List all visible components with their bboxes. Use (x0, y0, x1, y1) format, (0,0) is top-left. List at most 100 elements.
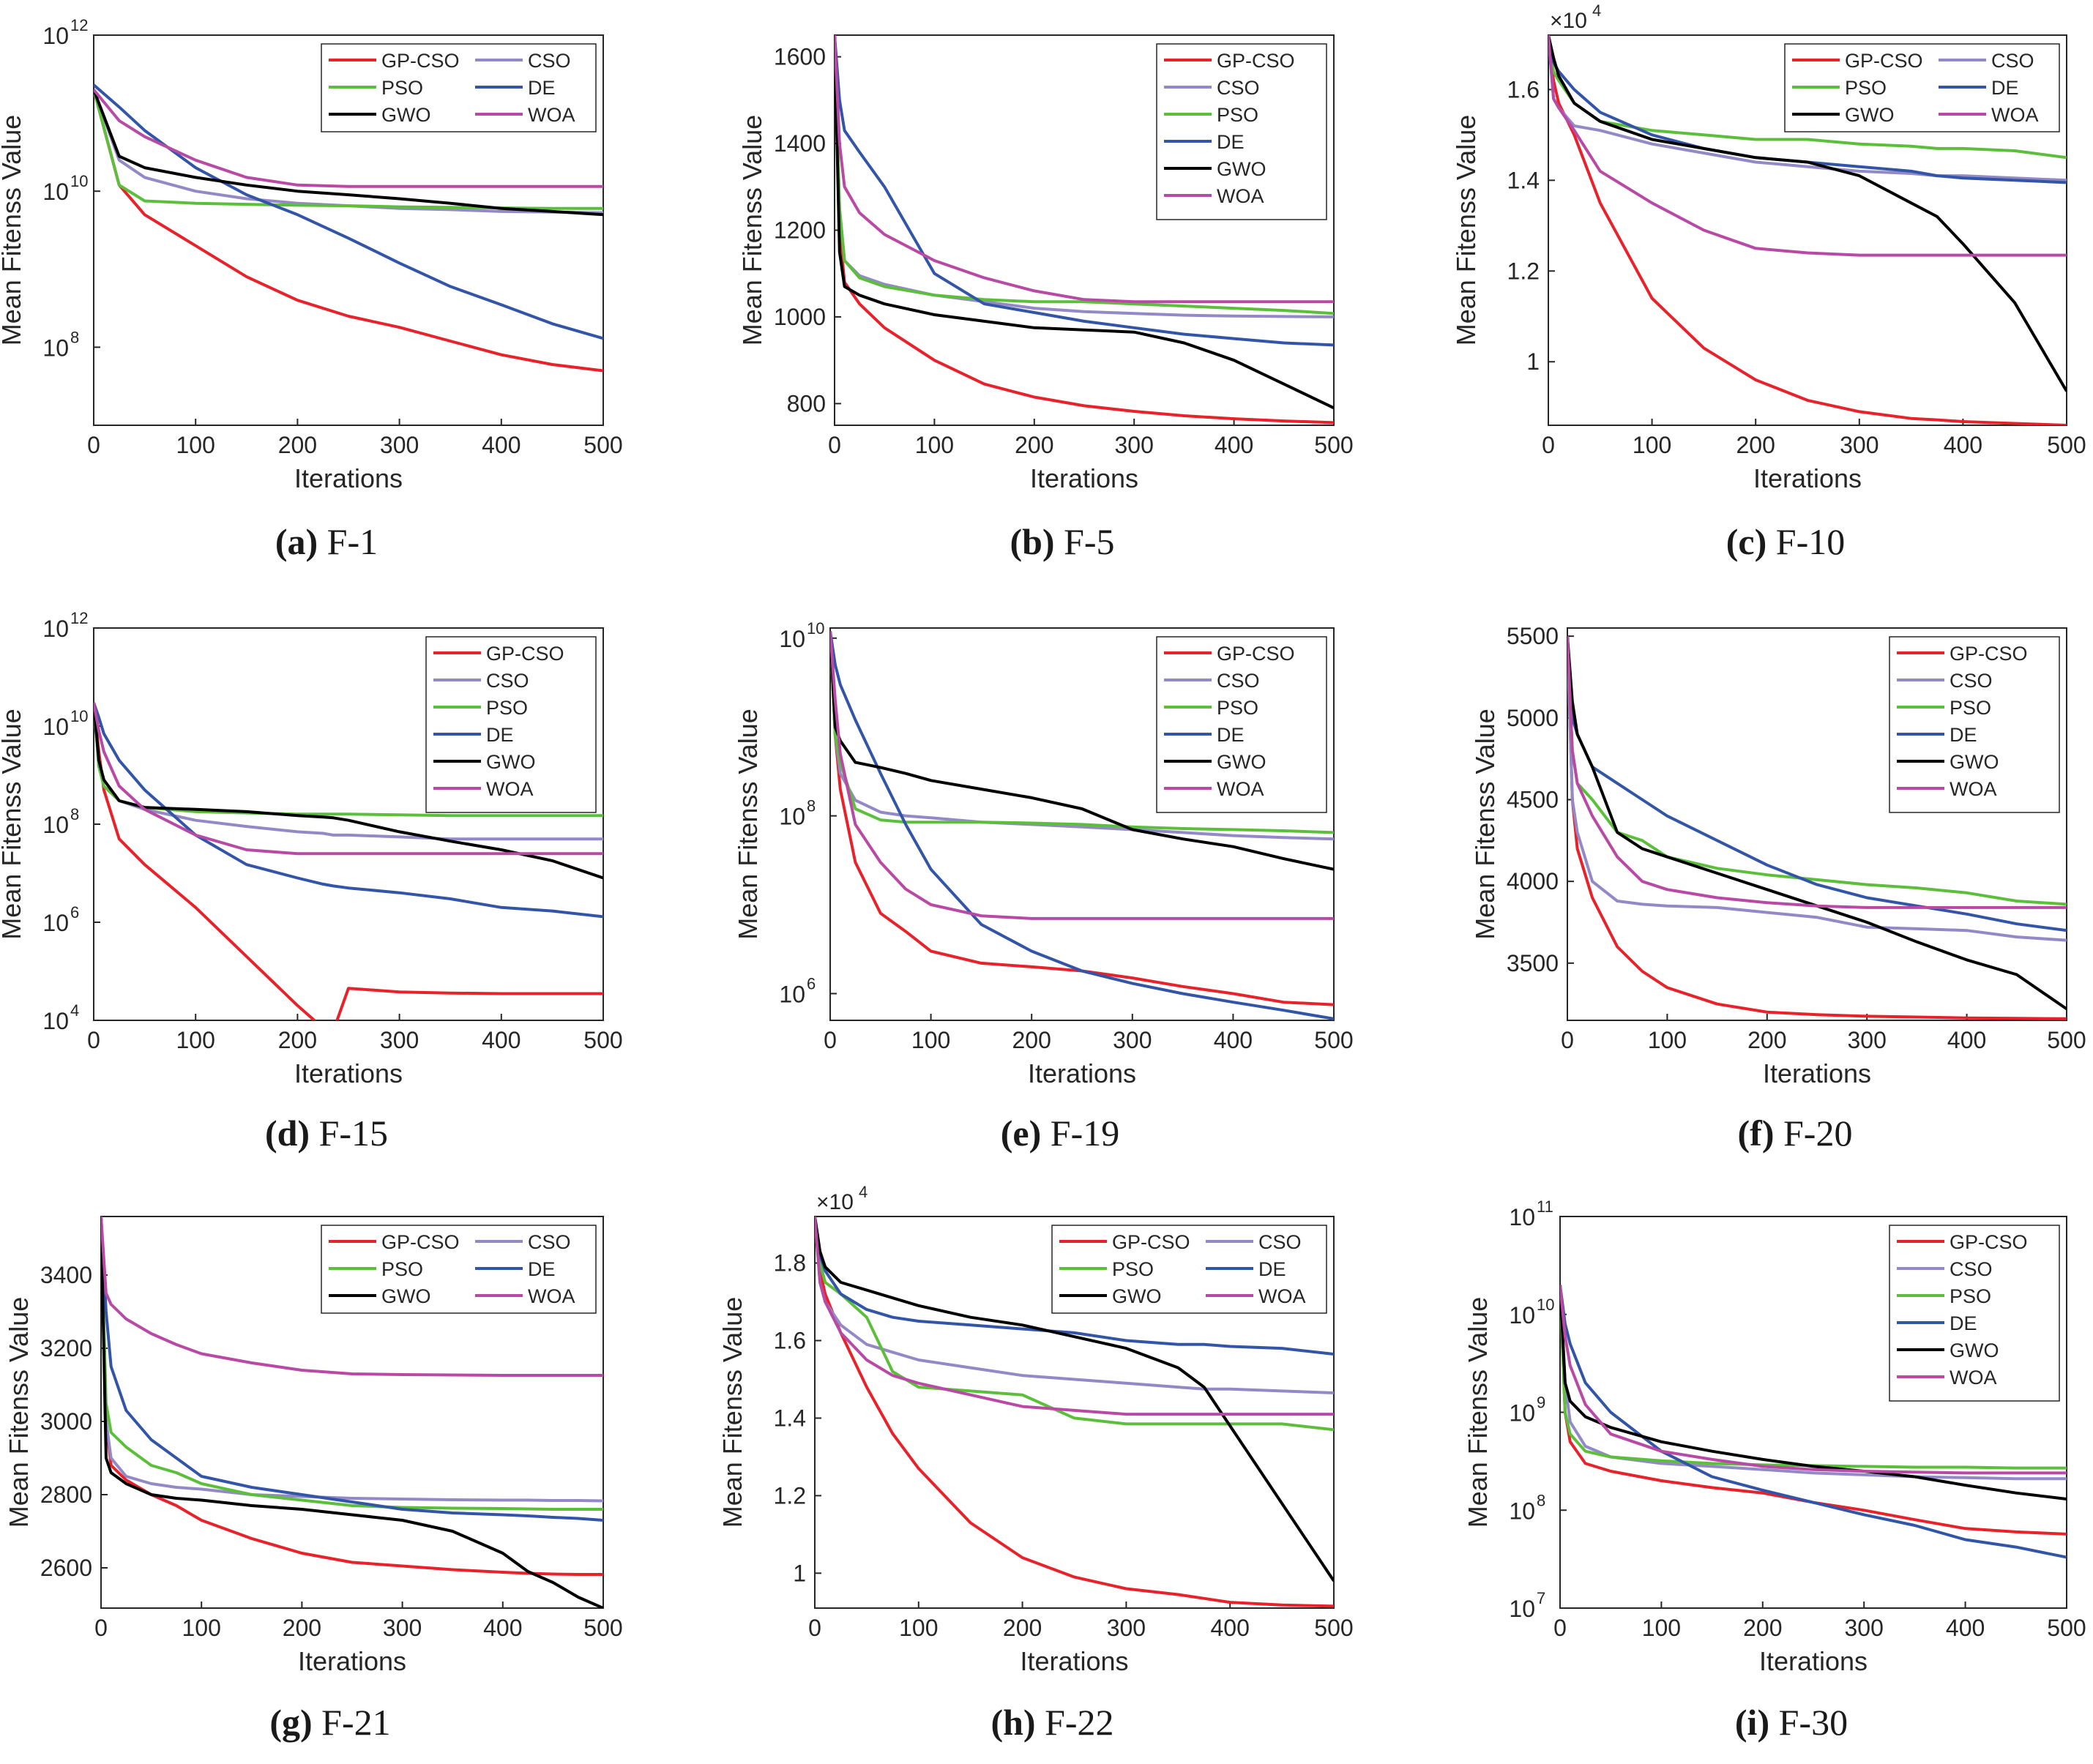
legend-label: PSO (486, 697, 528, 719)
series-line-de (830, 630, 1334, 1020)
caption-text: F-20 (1774, 1113, 1852, 1154)
series-line-cso (1560, 1285, 2067, 1481)
legend-label: DE (486, 724, 514, 746)
legend-box (425, 636, 597, 813)
x-tick-label: 100 (899, 1615, 938, 1641)
y-axis-label: Mean Fitenss Value (1470, 709, 1500, 940)
legend-label: WOA (486, 778, 534, 800)
legend-item: PSO (1897, 697, 1991, 719)
series-line-woa (1548, 35, 2067, 257)
y-tick-label: 1 (1526, 348, 1540, 375)
legend-label: CSO (1950, 670, 1993, 692)
x-tick-label: 0 (824, 1027, 837, 1053)
legend-label: PSO (1217, 104, 1258, 126)
series-line-gp-cso (94, 89, 603, 373)
legend-label: DE (528, 1258, 556, 1280)
legend-item: GWO (1897, 1339, 1999, 1361)
y-tick-label: 1.6 (1507, 76, 1540, 102)
legend-item: DE (1939, 77, 2019, 99)
series-line-de (835, 35, 1334, 347)
y-tick-label: 10 7 (1509, 1589, 1545, 1622)
y-tick-label: 10 10 (42, 172, 88, 205)
y-tick-label: 2600 (40, 1555, 92, 1581)
legend: GP-CSO CSO PSO DE GWO WOA (425, 636, 597, 813)
legend-label: GP-CSO (486, 643, 564, 665)
axis-multiplier: ×10 4 (816, 1183, 868, 1214)
x-tick-label: 500 (2047, 1615, 2086, 1641)
legend-item: PSO (1164, 104, 1258, 126)
legend: GP-CSO CSO PSO DE GWO WOA (1156, 636, 1327, 813)
legend-item: GP-CSO (1164, 50, 1295, 72)
series-line-de (94, 83, 603, 340)
series-line-gp-cso (1560, 1285, 2067, 1536)
legend-item: GP-CSO (433, 643, 564, 665)
x-tick-label: 100 (176, 1027, 215, 1053)
legend-label: CSO (1217, 77, 1260, 99)
y-tick-base: 10 (779, 981, 805, 1007)
y-tick-base: 10 (42, 616, 69, 642)
legend-item: GWO (1897, 751, 1999, 773)
y-tick-label: 10 8 (42, 805, 79, 838)
y-tick-exponent: 10 (807, 619, 824, 638)
x-tick-label: 200 (1743, 1615, 1782, 1641)
axis-multiplier: ×10 4 (1550, 1, 1601, 33)
y-tick-label: 1.4 (1507, 167, 1540, 193)
legend-item: GWO (1059, 1285, 1162, 1307)
x-tick-label: 100 (182, 1615, 221, 1641)
x-tick-label: 0 (1542, 432, 1555, 458)
x-tick-label: 300 (1113, 1027, 1152, 1053)
y-tick-exponent: 8 (1537, 1491, 1545, 1509)
panel-caption: (c) F-10 (1726, 521, 1845, 562)
panel-caption: (h) F-22 (990, 1702, 1113, 1743)
legend-item: DE (1206, 1258, 1286, 1280)
legend-item: GWO (1792, 104, 1895, 126)
series-line-pso (94, 702, 603, 818)
x-axis-label: Iterations (1753, 463, 1862, 493)
legend-item: CSO (1939, 50, 2034, 72)
legend: GP-CSO CSO PSO DE GWO WOA (321, 43, 597, 132)
legend-label: GP-CSO (381, 1231, 460, 1253)
legend-label: GP-CSO (381, 50, 460, 72)
legend-label: CSO (1991, 50, 2034, 72)
y-axis-label: Mean Fitenss Value (0, 709, 26, 940)
y-tick-exponent: 10 (70, 172, 88, 190)
legend-label: WOA (1258, 1285, 1306, 1307)
y-tick-base: 10 (1509, 1400, 1535, 1427)
legend-item: DE (433, 724, 514, 746)
x-tick-label: 300 (1845, 1615, 1884, 1641)
y-tick-label: 10 12 (42, 16, 88, 49)
series-line-gwo (1560, 1285, 2067, 1500)
caption-letter: (g) (269, 1702, 312, 1743)
y-tick-label: 10 6 (42, 903, 79, 936)
y-tick-label: 1.2 (774, 1482, 806, 1509)
y-axis-label: Mean Fitenss Value (1463, 1297, 1493, 1528)
y-tick-label: 5500 (1507, 623, 1559, 649)
y-axis-label: Mean Fitenss Value (1451, 115, 1481, 346)
caption-text: F-10 (1766, 521, 1845, 562)
legend-label: WOA (1991, 104, 2039, 126)
series-group (1548, 35, 2067, 425)
series-line-woa (815, 1217, 1334, 1416)
legend-label: WOA (1950, 1367, 1997, 1389)
legend-item: GP-CSO (1792, 50, 1923, 72)
caption-text: F-1 (318, 521, 378, 562)
x-tick-label: 0 (87, 432, 100, 458)
legend-item: DE (1164, 131, 1245, 153)
y-axis-label: Mean Fitenss Value (717, 1297, 747, 1528)
x-axis-label: Iterations (1020, 1646, 1128, 1676)
y-tick-label: 1600 (774, 44, 826, 70)
legend-item: WOA (1164, 778, 1264, 800)
series-line-pso (1567, 636, 2067, 906)
legend-label: GP-CSO (1217, 643, 1295, 665)
y-tick-label: 1.8 (774, 1250, 806, 1277)
legend-item: GWO (329, 104, 431, 126)
x-tick-label: 100 (1633, 432, 1671, 458)
legend-item: DE (1897, 1312, 1977, 1334)
legend-label: DE (528, 77, 556, 99)
x-tick-label: 300 (1115, 432, 1154, 458)
legend-item: GP-CSO (1897, 1231, 2028, 1253)
x-tick-label: 300 (383, 1615, 422, 1641)
legend-item: CSO (433, 670, 529, 692)
